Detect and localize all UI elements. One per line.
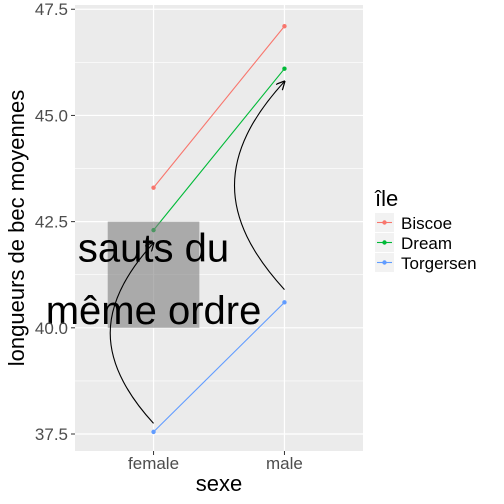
series-line xyxy=(153,301,285,433)
legend-label: Biscoe xyxy=(401,214,452,233)
y-tick-label: 47.5 xyxy=(35,0,68,19)
annotation-box xyxy=(107,221,200,328)
legend-label: Dream xyxy=(401,234,452,253)
legend-label: Torgersen xyxy=(401,254,477,273)
data-point xyxy=(282,66,287,71)
annotation-layer: sauts du même ordre xyxy=(46,81,285,424)
data-point xyxy=(282,300,287,305)
y-tick-label: 42.5 xyxy=(35,213,68,232)
data-point xyxy=(151,185,156,190)
x-tick-label: female xyxy=(128,454,179,473)
x-tick-label: male xyxy=(266,454,303,473)
annotation-text-line: sauts du xyxy=(78,227,229,271)
legend-key-point xyxy=(382,220,387,225)
y-tick-label: 45.0 xyxy=(35,106,68,125)
data-point xyxy=(282,24,287,29)
y-axis-title: longueurs de bec moyennes xyxy=(4,90,29,366)
series-line xyxy=(153,68,285,231)
x-axis-title: sexe xyxy=(196,471,242,496)
series-layer xyxy=(151,24,287,435)
annotation-text-line: même ordre xyxy=(46,289,262,333)
x-axis: female male xyxy=(128,451,303,473)
series-line xyxy=(153,25,285,188)
legend-title: île xyxy=(374,186,398,211)
legend-key-point xyxy=(382,240,387,245)
legend-key-point xyxy=(382,260,387,265)
annotation-arrow xyxy=(234,81,285,290)
y-tick-label: 37.5 xyxy=(35,425,68,444)
data-point xyxy=(151,429,156,435)
y-axis: 37.5 40.0 42.5 45.0 47.5 xyxy=(35,0,75,444)
y-tick-label: 40.0 xyxy=(35,319,68,338)
annotation-arrow xyxy=(109,243,153,424)
